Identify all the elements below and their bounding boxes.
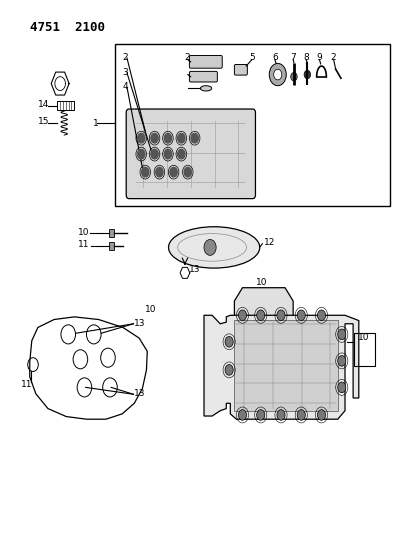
Circle shape: [277, 310, 285, 320]
Circle shape: [177, 133, 185, 143]
Circle shape: [317, 310, 326, 320]
Text: 15: 15: [38, 117, 49, 126]
Ellipse shape: [169, 227, 260, 268]
Circle shape: [164, 149, 172, 159]
Bar: [109, 229, 114, 237]
Circle shape: [137, 133, 145, 143]
Text: 4751  2100: 4751 2100: [30, 21, 105, 34]
Text: 13: 13: [134, 319, 146, 328]
Polygon shape: [234, 288, 293, 317]
Circle shape: [338, 382, 346, 393]
Text: 13: 13: [189, 265, 200, 274]
Circle shape: [304, 70, 310, 79]
Bar: [354, 333, 375, 366]
Ellipse shape: [200, 86, 212, 91]
Circle shape: [257, 410, 265, 420]
Circle shape: [164, 133, 172, 143]
Text: 4: 4: [122, 82, 128, 91]
Circle shape: [137, 149, 145, 159]
Polygon shape: [204, 316, 359, 419]
Text: 2: 2: [330, 53, 336, 62]
Bar: [109, 241, 114, 250]
Circle shape: [297, 310, 305, 320]
Text: 5: 5: [249, 53, 255, 62]
Text: 7: 7: [290, 53, 296, 62]
Circle shape: [184, 167, 191, 177]
Bar: [57, 101, 73, 110]
Circle shape: [297, 410, 305, 420]
Circle shape: [225, 336, 233, 347]
FancyBboxPatch shape: [189, 55, 222, 68]
Text: 10: 10: [255, 278, 267, 287]
Circle shape: [177, 149, 185, 159]
Text: 10: 10: [78, 228, 90, 237]
FancyBboxPatch shape: [234, 64, 247, 75]
Circle shape: [156, 167, 163, 177]
Text: 11: 11: [21, 381, 32, 390]
Circle shape: [238, 410, 246, 420]
FancyBboxPatch shape: [126, 109, 255, 199]
Circle shape: [257, 310, 265, 320]
Text: 10: 10: [145, 304, 157, 313]
Circle shape: [151, 133, 158, 143]
Circle shape: [338, 356, 346, 366]
Bar: [234, 319, 338, 411]
Text: 9: 9: [317, 53, 322, 62]
Circle shape: [291, 72, 297, 81]
Circle shape: [151, 149, 158, 159]
Circle shape: [338, 329, 346, 340]
Circle shape: [274, 69, 282, 80]
Circle shape: [191, 133, 198, 143]
Circle shape: [142, 167, 149, 177]
Text: 2: 2: [184, 53, 190, 62]
Text: 14: 14: [38, 100, 49, 109]
Text: 1: 1: [93, 119, 98, 128]
Bar: [115, 44, 390, 206]
Circle shape: [170, 167, 177, 177]
Text: 13: 13: [134, 390, 146, 398]
FancyBboxPatch shape: [189, 71, 217, 82]
Text: 8: 8: [303, 53, 309, 62]
Circle shape: [204, 239, 216, 255]
Text: 3: 3: [122, 68, 128, 77]
Circle shape: [277, 410, 285, 420]
Circle shape: [238, 310, 246, 320]
Text: 12: 12: [264, 238, 275, 247]
Text: 2: 2: [122, 53, 128, 62]
Text: 11: 11: [78, 240, 90, 249]
Text: 6: 6: [272, 53, 278, 62]
Text: 10: 10: [358, 333, 370, 342]
Circle shape: [317, 410, 326, 420]
Circle shape: [269, 63, 286, 86]
Circle shape: [225, 365, 233, 375]
